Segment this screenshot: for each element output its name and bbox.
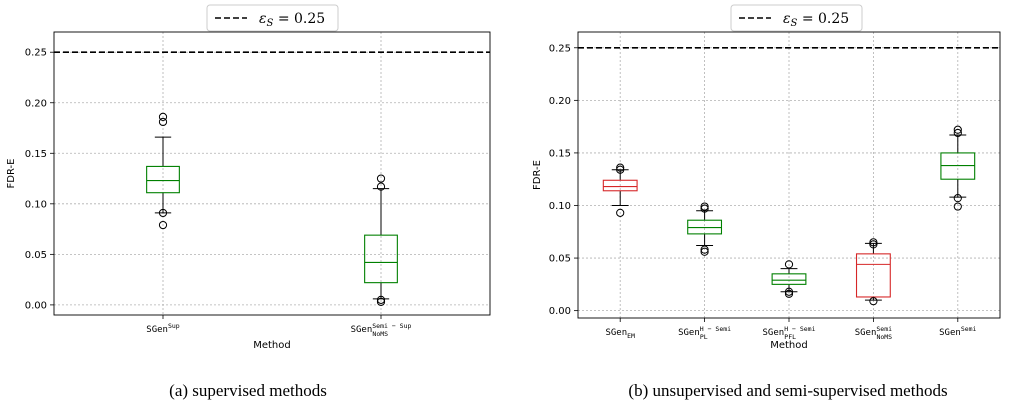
y-tick-label: 0.15 bbox=[549, 148, 571, 159]
flier-point bbox=[869, 240, 878, 249]
legend: εS = 0.25 bbox=[206, 4, 339, 32]
flier-point bbox=[158, 117, 168, 127]
flier-point bbox=[616, 208, 625, 217]
x-axis-label: Method bbox=[253, 340, 291, 351]
box-2 bbox=[364, 174, 398, 306]
y-tick-label: 0.25 bbox=[25, 48, 47, 59]
flier-point bbox=[616, 165, 625, 174]
x-axis-label: Method bbox=[770, 340, 808, 351]
flier-point bbox=[784, 260, 794, 269]
box-body bbox=[146, 165, 180, 194]
flier-point bbox=[953, 128, 962, 138]
figure-caption-2: (b) unsupervised and semi-supervised met… bbox=[628, 381, 947, 400]
axes-frame bbox=[53, 31, 491, 316]
flier-point bbox=[158, 220, 168, 230]
legend-box bbox=[206, 4, 339, 32]
flier-point bbox=[376, 297, 386, 306]
y-tick-label: 0.05 bbox=[25, 250, 47, 261]
y-tick-label: 0.00 bbox=[25, 300, 47, 311]
flier-point bbox=[953, 194, 962, 203]
box-5 bbox=[940, 125, 976, 211]
y-tick-label: 0.10 bbox=[25, 199, 47, 210]
y-tick-label: 0.00 bbox=[549, 306, 571, 317]
flier-point bbox=[700, 204, 709, 213]
flier-point bbox=[158, 208, 168, 218]
figure-caption-1: (a) supervised methods bbox=[169, 381, 327, 400]
x-tick-label: SGenSemi bbox=[939, 325, 976, 338]
x-tick-label: SGenEM bbox=[605, 328, 635, 340]
legend-box bbox=[730, 4, 863, 32]
box-4 bbox=[855, 238, 891, 306]
x-tick-label: SGenH − Semi PFL bbox=[763, 325, 816, 341]
flier-point bbox=[784, 287, 794, 296]
x-tick-label: SGenSemi NoMS bbox=[855, 325, 892, 341]
box-1 bbox=[146, 112, 180, 230]
legend-label: εS = 0.25 bbox=[783, 11, 849, 29]
y-tick-label: 0.20 bbox=[549, 96, 571, 107]
legend-label: εS = 0.25 bbox=[259, 11, 325, 29]
x-tick-label: SGenSup bbox=[146, 322, 180, 335]
flier-point bbox=[376, 174, 386, 183]
flier-point bbox=[869, 238, 878, 247]
y-tick-label: 0.20 bbox=[25, 98, 47, 109]
axes-frame bbox=[577, 31, 1001, 319]
flier-point bbox=[616, 163, 625, 172]
box-body bbox=[855, 253, 891, 298]
flier-point bbox=[953, 125, 962, 134]
flier-point bbox=[700, 247, 709, 256]
flier-point bbox=[869, 297, 878, 306]
x-tick-label: SGenSemi − Sup NoMS bbox=[351, 322, 412, 338]
flier-point bbox=[376, 295, 386, 304]
box-3 bbox=[771, 260, 807, 298]
flier-point bbox=[953, 202, 962, 211]
y-tick-label: 0.25 bbox=[549, 43, 571, 54]
y-axis-label: FDR-E bbox=[6, 159, 17, 189]
flier-point bbox=[700, 202, 709, 211]
chart-panel-2: 0.00 0.05 0.10 0.15 0.20 0.25 SGenEM SGenH − Se… bbox=[532, 4, 1001, 351]
flier-point bbox=[376, 182, 386, 191]
y-tick-label: 0.15 bbox=[25, 149, 47, 160]
x-tick-label: SGenH − Semi PL bbox=[678, 325, 731, 341]
flier-point bbox=[158, 112, 168, 122]
box-body bbox=[771, 273, 807, 285]
box-1 bbox=[602, 163, 638, 217]
box-2 bbox=[687, 202, 723, 256]
box-body bbox=[602, 179, 638, 192]
flier-point bbox=[784, 289, 794, 298]
flier-point bbox=[700, 245, 709, 254]
y-tick-label: 0.05 bbox=[549, 254, 571, 265]
y-tick-label: 0.10 bbox=[549, 201, 571, 212]
y-axis-label: FDR-E bbox=[532, 160, 543, 190]
legend: εS = 0.25 bbox=[730, 4, 863, 32]
box-body bbox=[364, 234, 398, 284]
chart-panel-1: 0.00 0.05 0.10 0.15 0.20 0.25 SGenSup SGenSemi … bbox=[6, 4, 491, 351]
